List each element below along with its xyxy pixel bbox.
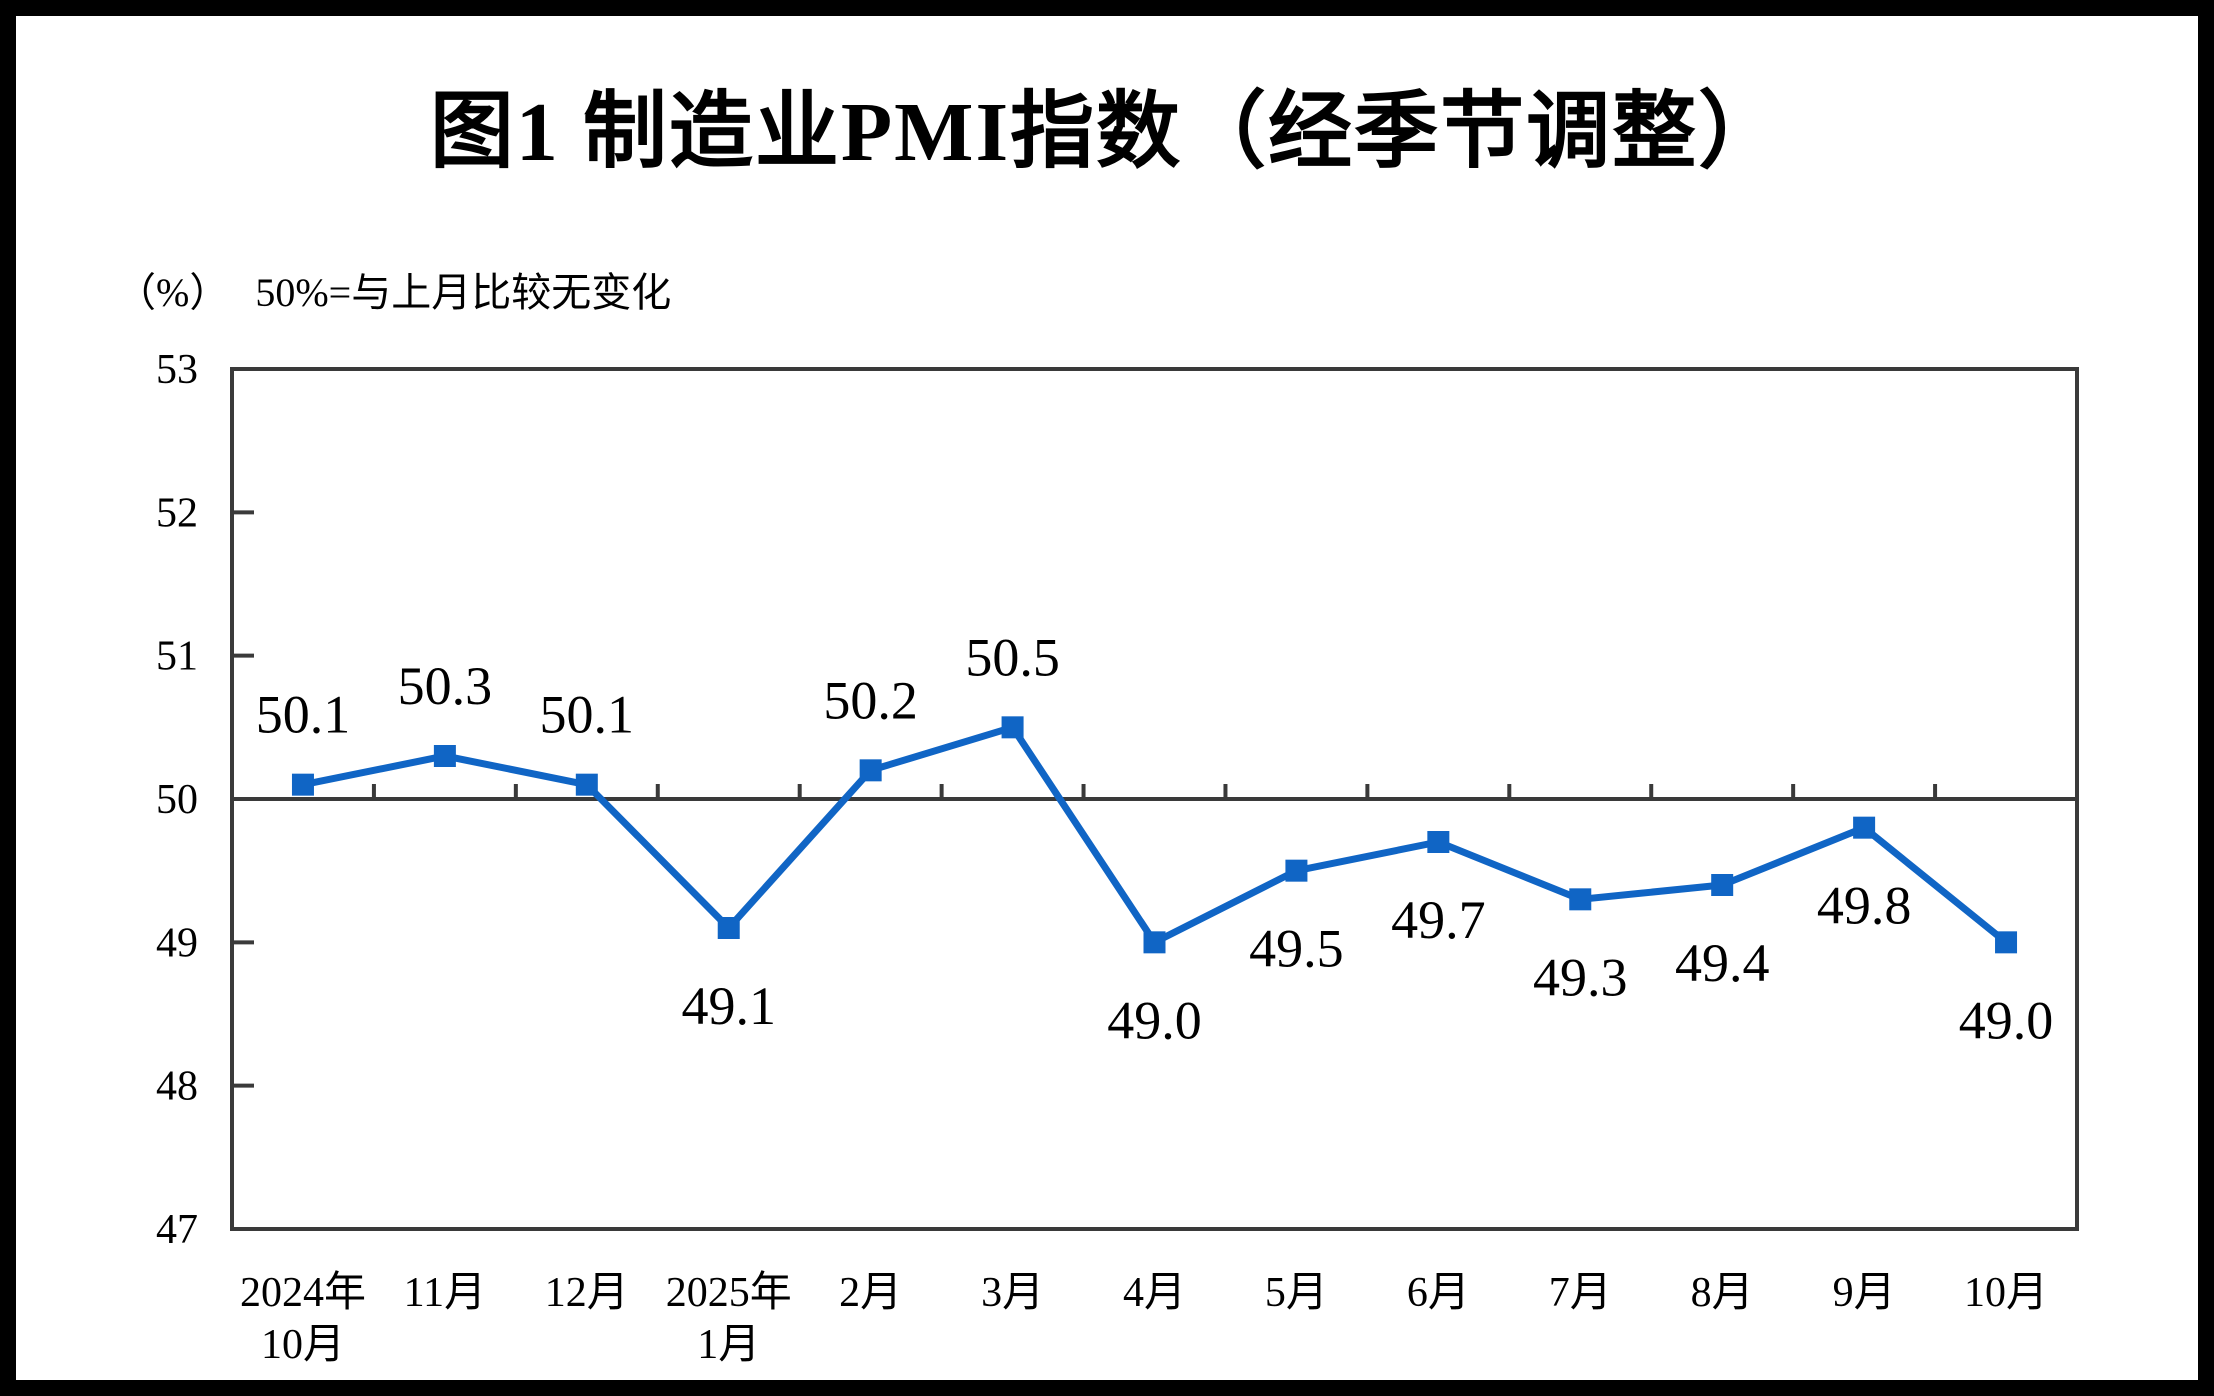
x-axis-label: 2025年 bbox=[666, 1269, 792, 1316]
data-label: 49.5 bbox=[1249, 919, 1344, 979]
data-label: 49.0 bbox=[1959, 990, 2054, 1050]
data-point-marker bbox=[1143, 931, 1166, 954]
data-label: 50.2 bbox=[823, 670, 918, 730]
y-axis-label: 47 bbox=[156, 1207, 198, 1253]
data-point-marker bbox=[575, 773, 598, 796]
data-point-marker bbox=[859, 759, 882, 782]
pmi-line-chart: 47 48 49 50 51 52 53 2024年 10月 11月 12月 2025年 1月 2月 3月 4… bbox=[156, 347, 2079, 1368]
x-axis-label: 7月 bbox=[1549, 1270, 1612, 1316]
data-label: 50.1 bbox=[256, 685, 351, 745]
data-label: 49.1 bbox=[681, 976, 776, 1036]
x-axis-label: 4月 bbox=[1123, 1270, 1186, 1316]
x-axis-label: 10月 bbox=[261, 1322, 345, 1368]
data-label: 49.3 bbox=[1533, 947, 1628, 1007]
data-point-marker bbox=[433, 745, 456, 767]
x-axis-label: 10月 bbox=[1964, 1270, 2048, 1316]
x-axis-label: 11月 bbox=[404, 1270, 486, 1316]
x-axis-label: 3月 bbox=[981, 1270, 1044, 1316]
data-label: 49.0 bbox=[1107, 990, 1202, 1050]
y-axis-label: 49 bbox=[156, 920, 198, 966]
chart-subtitle: （%） 50%=与上月比较无变化 bbox=[116, 260, 671, 318]
x-axis-label: 9月 bbox=[1833, 1270, 1896, 1316]
x-axis-label: 1月 bbox=[697, 1322, 760, 1368]
y-axis-label: 51 bbox=[156, 634, 198, 680]
chart-title: 图1 制造业PMI指数（经季节调整） bbox=[429, 86, 1785, 179]
x-axis-label: 8月 bbox=[1691, 1270, 1754, 1316]
data-point-marker bbox=[1427, 831, 1450, 853]
data-label: 50.3 bbox=[398, 656, 493, 716]
data-label: 49.4 bbox=[1675, 933, 1770, 993]
data-point-marker bbox=[717, 917, 740, 939]
data-point-marker bbox=[1285, 859, 1308, 882]
x-axis-label: 12月 bbox=[545, 1270, 629, 1316]
y-axis-unit-label: （%） bbox=[116, 270, 230, 315]
x-axis-label: 5月 bbox=[1265, 1270, 1328, 1316]
data-point-marker bbox=[1569, 888, 1592, 911]
pmi-series-line bbox=[302, 723, 2009, 947]
data-label: 50.1 bbox=[540, 685, 635, 745]
y-axis-label: 48 bbox=[156, 1064, 198, 1110]
reference-note: 50%=与上月比较无变化 bbox=[255, 270, 672, 315]
y-axis-label: 53 bbox=[156, 347, 198, 393]
data-label: 49.8 bbox=[1817, 876, 1912, 936]
data-point-marker bbox=[1001, 716, 1024, 739]
data-point-marker bbox=[1711, 874, 1734, 896]
x-axis-label: 6月 bbox=[1407, 1270, 1470, 1316]
data-label: 49.7 bbox=[1391, 890, 1486, 950]
x-axis-label: 2月 bbox=[839, 1270, 902, 1316]
data-point-marker bbox=[1995, 931, 2018, 954]
data-point-marker bbox=[1853, 816, 1876, 839]
x-axis-label: 2024年 bbox=[240, 1269, 366, 1316]
data-point-marker bbox=[291, 773, 314, 796]
y-axis-label: 50 bbox=[156, 777, 198, 823]
y-axis-label: 52 bbox=[156, 490, 198, 536]
data-label: 50.5 bbox=[965, 627, 1060, 687]
